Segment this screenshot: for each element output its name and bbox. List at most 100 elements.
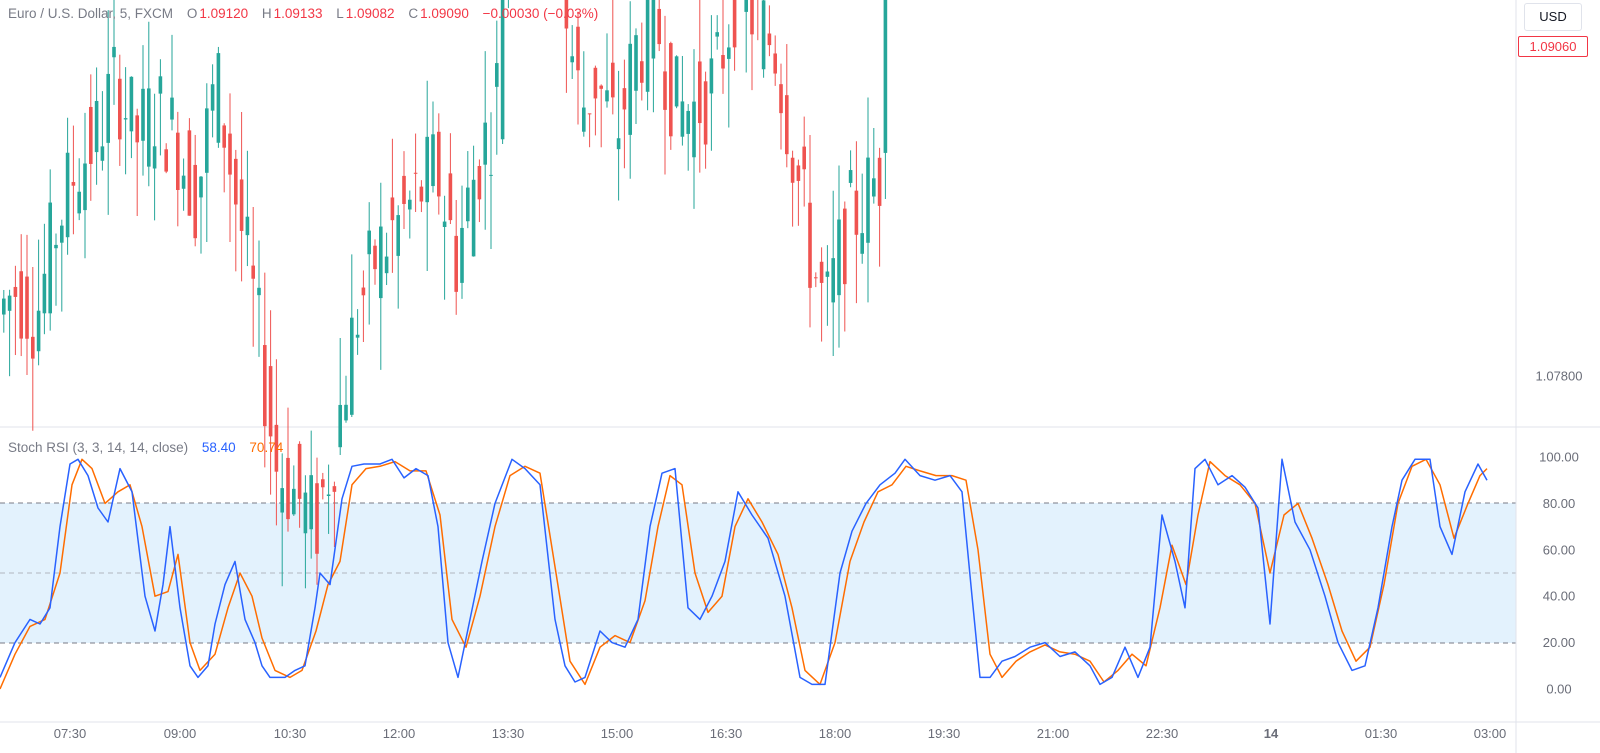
- candle-body: [263, 345, 267, 427]
- candle-body: [135, 115, 139, 143]
- candle-body: [796, 165, 801, 181]
- stoch-rsi-lines: [0, 458, 1488, 690]
- candle-body: [228, 133, 232, 175]
- candle-body: [326, 494, 331, 496]
- oscillator-tick-label: 40.00: [1543, 589, 1576, 604]
- candle-body: [234, 158, 238, 205]
- candle-body: [94, 100, 99, 153]
- candle-body: [141, 88, 145, 141]
- candle-body: [645, 0, 650, 92]
- candle-body: [750, 0, 754, 35]
- candle-body: [367, 230, 371, 255]
- candle-body: [245, 216, 250, 236]
- symbol-legend[interactable]: Euro / U.S. Dollar, 5, FXCM O 1.09120 H 1.…: [8, 6, 600, 21]
- candle-body: [384, 256, 389, 274]
- candle-body: [779, 84, 783, 114]
- open-value: 1.09120: [199, 6, 249, 21]
- time-tick-label: 22:30: [1146, 726, 1179, 741]
- low-value: 1.09082: [345, 6, 395, 21]
- candle-body: [129, 76, 134, 132]
- stoch-k-line: [0, 458, 1488, 686]
- time-tick-label: 16:30: [710, 726, 743, 741]
- candle-body: [251, 265, 255, 279]
- candle-body: [611, 62, 615, 98]
- candle-body: [199, 176, 203, 198]
- candle-body: [164, 149, 168, 172]
- candle-body: [280, 488, 284, 513]
- candle-body: [118, 78, 122, 140]
- candle-body: [622, 88, 627, 110]
- candle-body: [819, 261, 824, 283]
- candle-body: [640, 61, 644, 83]
- candle-body: [448, 173, 453, 221]
- low-label: L: [336, 6, 344, 21]
- time-tick-label: 07:30: [54, 726, 87, 741]
- close-value: 1.09090: [420, 6, 469, 21]
- candle-body: [808, 202, 812, 288]
- candle-body: [761, 0, 766, 70]
- candle-body: [48, 202, 52, 314]
- candle-body: [744, 0, 748, 12]
- change-value: −0.00030 (−0.03%): [482, 6, 599, 21]
- candle-body: [158, 76, 163, 94]
- candle-body: [89, 106, 93, 164]
- candle-body: [373, 245, 377, 270]
- candle-body: [634, 35, 638, 91]
- candle-body: [193, 164, 197, 239]
- candle-body: [123, 118, 128, 120]
- candle-body: [112, 46, 116, 58]
- time-tick-label: 13:30: [492, 726, 525, 741]
- candle-body: [7, 295, 12, 311]
- candle-body: [210, 84, 215, 111]
- time-tick-label: 12:00: [383, 726, 416, 741]
- candle-body: [54, 244, 58, 249]
- time-tick-label: 14: [1264, 726, 1279, 741]
- candle-body: [31, 336, 35, 359]
- candle-body: [425, 136, 429, 203]
- candle-body: [402, 175, 406, 204]
- price-axis[interactable]: 1.078001.080001.082001.084001.086001.088…: [1536, 0, 1583, 384]
- candle-body: [663, 71, 667, 110]
- candle-body: [2, 298, 6, 315]
- candle-body: [489, 174, 493, 176]
- candle-body: [831, 258, 835, 303]
- candle-body: [460, 227, 464, 283]
- candle-body: [338, 404, 342, 448]
- currency-button[interactable]: USD: [1524, 3, 1582, 31]
- d-value: 70.74: [249, 440, 284, 455]
- indicator-legend[interactable]: Stoch RSI (3, 3, 14, 14, close) 58.40 70…: [8, 440, 285, 455]
- candle-body: [564, 0, 569, 29]
- candle-body: [42, 273, 47, 314]
- candle-body: [848, 170, 853, 183]
- oscillator-tick-label: 0.00: [1546, 682, 1571, 697]
- candle-body: [431, 134, 435, 187]
- candle-body: [582, 107, 586, 132]
- candle-body: [593, 67, 598, 99]
- indicator-title: Stoch RSI (3, 3, 14, 14, close): [8, 440, 189, 455]
- time-tick-label: 01:30: [1365, 726, 1398, 741]
- time-tick-label: 03:00: [1474, 726, 1507, 741]
- candle-body: [576, 26, 580, 71]
- candle-body: [721, 55, 725, 69]
- candle-body: [605, 90, 609, 102]
- candle-body: [152, 146, 157, 169]
- k-value: 58.40: [201, 440, 236, 455]
- candle-body: [257, 287, 261, 296]
- candle-body: [361, 287, 366, 296]
- candle-body: [877, 157, 882, 206]
- oscillator-tick-label: 80.00: [1543, 496, 1576, 511]
- open-label: O: [186, 6, 198, 21]
- time-axis[interactable]: 07:30 09:00 10:30 12:00 13:30 15:00 16:30 18:00…: [54, 726, 1507, 741]
- candle-body: [773, 53, 777, 74]
- oscillator-axis[interactable]: 0.00 20.00 40.00 60.00 80.00 100.00: [1539, 450, 1579, 697]
- candle-body: [303, 492, 308, 534]
- candle-body: [680, 101, 685, 137]
- candle-body: [669, 43, 673, 137]
- candle-body: [297, 443, 302, 499]
- candle-body: [396, 215, 400, 256]
- candle-body: [344, 404, 348, 421]
- time-tick-label: 09:00: [164, 726, 197, 741]
- candle-body: [332, 486, 337, 492]
- candle-body: [77, 191, 81, 214]
